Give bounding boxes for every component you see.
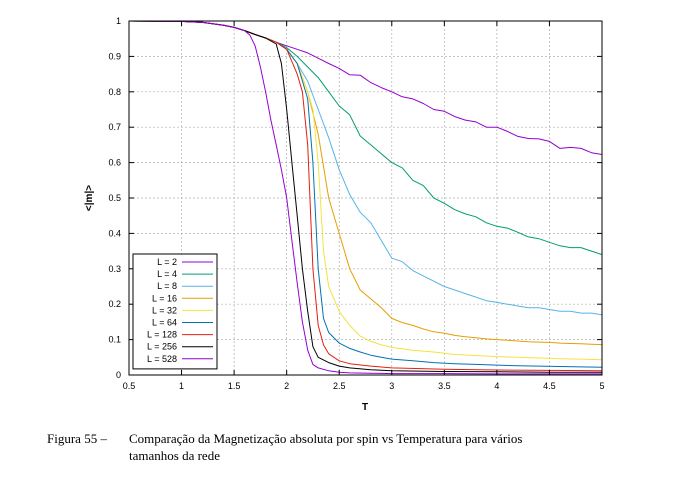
y-tick-label: 0.3	[108, 264, 121, 274]
legend-label: L = 64	[152, 318, 177, 328]
y-tick-label: 0.7	[108, 122, 121, 132]
legend: L = 2 L = 4 L = 8 L = 16 L = 32 L = 64 L = 128…	[132, 253, 218, 370]
x-tick-label: 4	[494, 381, 499, 391]
x-axis-label: T	[362, 402, 368, 413]
x-tick-label: 3.5	[438, 381, 451, 391]
magnetization-chart: 0.5 1 1.5 2 2.5 3 3.5 4 4.5 5 0 0.1 0.2 0.3 0.4 0.5 0.6 0…	[84, 16, 605, 413]
y-axis-label: <|m|>	[84, 185, 95, 211]
y-tick-label: 0.6	[108, 158, 121, 168]
y-tick-label: 0.5	[108, 193, 121, 203]
x-tick-label: 5	[599, 381, 604, 391]
legend-label: L = 256	[147, 342, 177, 352]
y-tick-label: 0.8	[108, 87, 121, 97]
figure-caption: Figura 55 – Comparação da Magnetização ab…	[47, 430, 667, 464]
series-line-4	[128, 20, 603, 256]
series-line-2	[128, 20, 603, 155]
x-tick-label: 3	[389, 381, 394, 391]
legend-box	[132, 253, 218, 370]
legend-label: L = 4	[157, 269, 177, 279]
y-tick-label: 0.2	[108, 299, 121, 309]
x-tick-label: 0.5	[123, 381, 136, 391]
caption-line-1: Comparação da Magnetização absoluta por …	[129, 431, 523, 446]
legend-label: L = 128	[147, 330, 177, 340]
x-tick-label: 4.5	[543, 381, 556, 391]
x-tick-label: 1.5	[228, 381, 241, 391]
caption-number: Figura 55 –	[47, 431, 107, 446]
legend-label: L = 16	[152, 293, 177, 303]
legend-label: L = 2	[157, 257, 177, 267]
series-line-528	[128, 20, 602, 375]
x-tick-label: 1	[179, 381, 184, 391]
y-tick-label: 0.1	[108, 335, 121, 345]
series-lines	[128, 20, 603, 375]
legend-label: L = 528	[147, 354, 177, 364]
y-tick-label: 0.4	[108, 228, 121, 238]
y-tick-label: 1	[116, 16, 121, 26]
y-tick-label: 0.9	[108, 51, 121, 61]
axis-ticks: 0.5 1 1.5 2 2.5 3 3.5 4 4.5 5 0 0.1 0.2 0.3 0.4 0.5 0.6 0…	[108, 16, 604, 391]
y-tick-label: 0	[116, 370, 121, 380]
legend-label: L = 8	[157, 281, 177, 291]
caption-line-2: tamanhos da rede	[129, 448, 220, 463]
legend-label: L = 32	[152, 305, 177, 315]
x-tick-label: 2	[284, 381, 289, 391]
x-tick-label: 2.5	[333, 381, 346, 391]
